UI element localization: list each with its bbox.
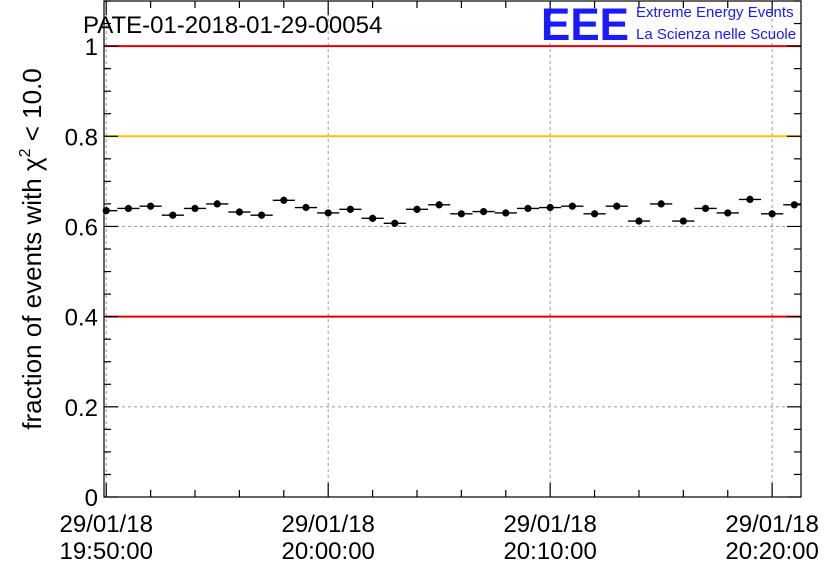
x-tick-label-time: 19:50:00 <box>60 538 153 565</box>
grid <box>104 1 801 497</box>
data-point <box>590 210 599 218</box>
x-tick-labels: 29/01/1819:50:0029/01/1820:00:0029/01/18… <box>60 511 819 565</box>
x-tick-label-time: 20:20:00 <box>725 538 818 565</box>
plot-frame <box>103 0 802 498</box>
y-axis-label-symbol: χ <box>17 157 47 171</box>
x-tick-label-time: 20:10:00 <box>503 538 596 565</box>
data-point <box>368 214 377 222</box>
data-point <box>258 211 266 219</box>
y-axis-label-prefix: fraction of events with <box>17 171 47 430</box>
data-point <box>657 200 665 208</box>
data-point <box>635 217 643 225</box>
y-axis-label-suffix: < 10.0 <box>17 68 47 148</box>
data-point <box>213 200 221 208</box>
logo-line1: Extreme Energy Events <box>636 4 794 21</box>
axis-ticks <box>104 0 801 498</box>
data-point <box>280 196 288 204</box>
data-point <box>790 201 798 209</box>
eee-logo: EEE Extreme Energy Events La Scienza nel… <box>541 0 796 50</box>
data-point <box>391 219 399 227</box>
y-tick-label: 0.8 <box>65 124 98 151</box>
y-tick-label: 0 <box>85 485 98 512</box>
y-tick-labels: 0 0.2 0.4 0.6 0.8 1 <box>65 34 98 512</box>
data-point <box>302 203 310 212</box>
x-tick-label-date: 29/01/18 <box>503 511 596 538</box>
data-point <box>546 203 554 212</box>
data-point <box>701 204 710 213</box>
data-point <box>568 202 576 210</box>
y-axis-label-sup: 2 <box>17 148 34 157</box>
reference-lines <box>104 45 801 318</box>
data-point <box>457 210 465 218</box>
data-point <box>435 201 443 209</box>
y-tick-label: 0.6 <box>65 214 98 241</box>
y-tick-label: 0.4 <box>65 305 98 332</box>
logo-letters: EEE <box>541 0 629 50</box>
data-point <box>502 209 510 217</box>
x-tick-label-date: 29/01/18 <box>725 511 818 538</box>
data-point <box>479 207 488 216</box>
data-point <box>613 202 621 210</box>
data-point <box>768 210 776 218</box>
chart-title: PATE-01-2018-01-29-00054 <box>83 12 382 39</box>
data-point <box>124 204 133 213</box>
logo-line2: La Scienza nelle Scuole <box>636 26 796 43</box>
data-point <box>524 204 532 213</box>
y-tick-label: 0.2 <box>65 395 98 422</box>
data-point <box>346 205 354 213</box>
x-tick-label-time: 20:00:00 <box>281 538 374 565</box>
data-point <box>679 217 687 225</box>
data-point <box>147 202 155 210</box>
y-axis-label: fraction of events with χ2 < 10.0 <box>17 68 47 429</box>
data-point <box>191 204 199 213</box>
data-point <box>413 205 421 213</box>
data-series <box>102 195 801 227</box>
data-point <box>746 195 754 203</box>
x-tick-label-date: 29/01/18 <box>60 511 153 538</box>
data-point <box>235 208 244 216</box>
x-tick-label-date: 29/01/18 <box>281 511 374 538</box>
data-point <box>324 209 332 217</box>
data-point <box>724 209 732 217</box>
y-tick-label: 1 <box>85 34 98 61</box>
data-point <box>169 211 177 219</box>
